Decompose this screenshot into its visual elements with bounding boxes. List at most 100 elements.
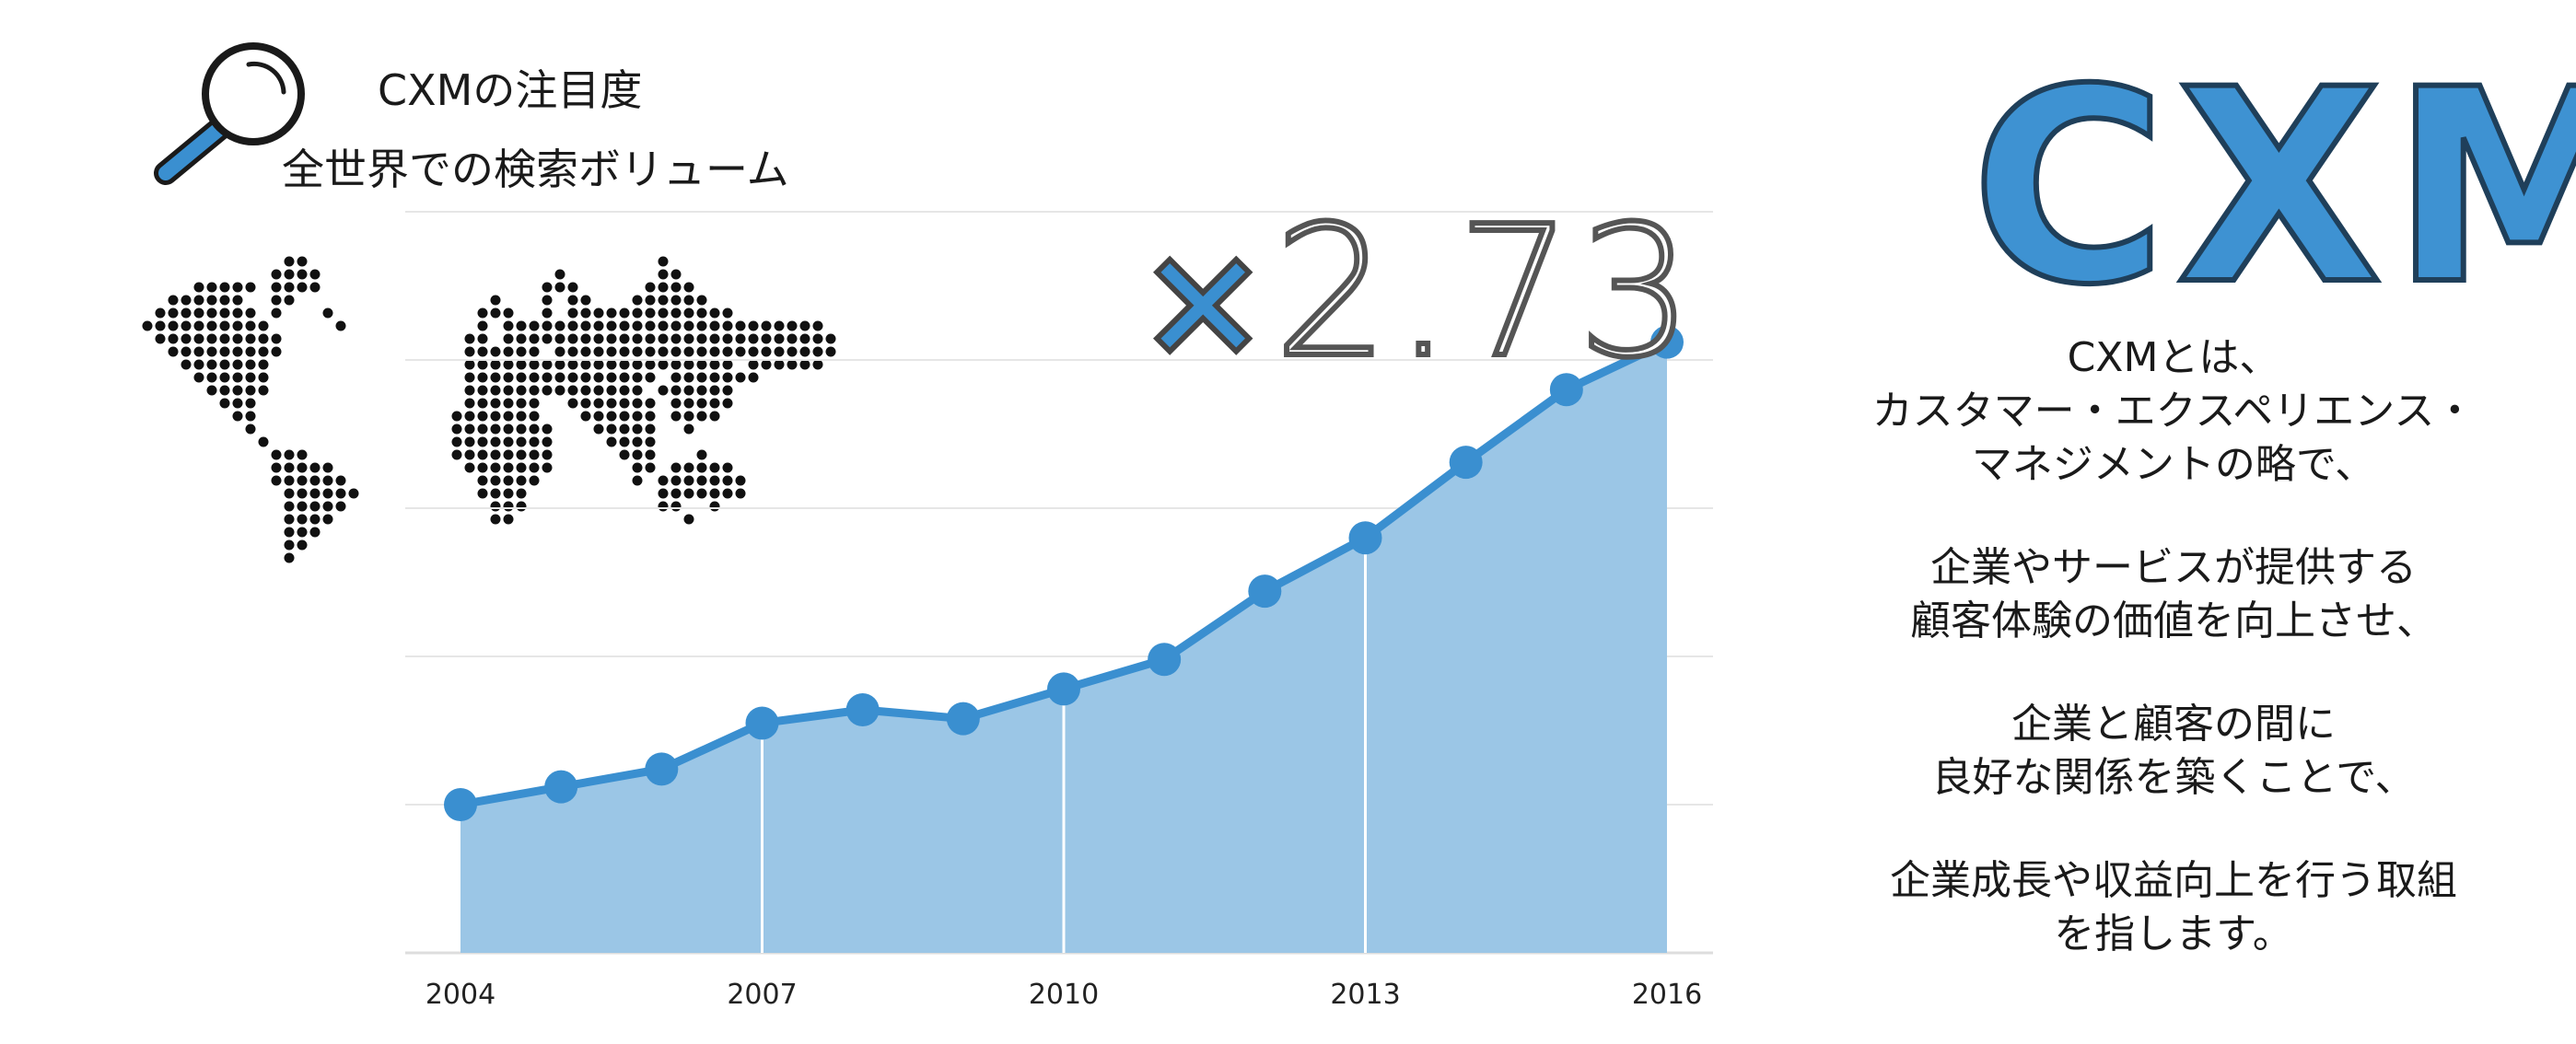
description-line: カスタマー・エクスペリエンス・ [1871, 388, 2476, 435]
map-dot [580, 372, 591, 383]
world-map-icon [142, 256, 836, 563]
map-dot [284, 501, 295, 512]
map-dot [503, 449, 514, 460]
map-dot [580, 398, 591, 409]
map-dot [503, 307, 514, 319]
map-dot [593, 359, 604, 370]
map-dot [567, 398, 578, 409]
map-dot [451, 423, 462, 435]
map-dot [554, 346, 565, 357]
map-dot [619, 411, 630, 422]
map-dot [761, 346, 772, 357]
map-dot [529, 449, 540, 460]
map-dot [193, 307, 204, 319]
map-dot [258, 320, 269, 331]
map-dot [812, 333, 823, 344]
map-dot [464, 462, 475, 473]
description-line: CXMとは、 [2067, 334, 2280, 381]
map-dot [606, 436, 617, 447]
map-dot [477, 359, 488, 370]
multiplier-value: 2.73 [1271, 188, 1698, 398]
map-dot [503, 372, 514, 383]
map-dot [670, 269, 682, 280]
map-dot [645, 333, 656, 344]
map-dot [297, 269, 308, 280]
map-dot [696, 307, 707, 319]
map-dot [670, 282, 682, 293]
map-dot [516, 372, 527, 383]
map-dot [645, 372, 656, 383]
map-dot [477, 346, 488, 357]
map-dot [748, 346, 759, 357]
map-dot [232, 307, 243, 319]
description-line: 顧客体験の価値を向上させ、 [1910, 597, 2437, 644]
map-dot [258, 372, 269, 383]
map-dot [722, 320, 733, 331]
map-dot [206, 295, 217, 306]
map-dot [658, 320, 669, 331]
map-dot [567, 333, 578, 344]
map-dot [490, 346, 501, 357]
map-dot [593, 411, 604, 422]
map-dot [245, 385, 256, 396]
description-paragraph: 企業やサービスが提供する 顧客体験の価値を向上させ、 [1805, 541, 2542, 648]
map-dot [464, 436, 475, 447]
map-dot [580, 385, 591, 396]
map-dot [812, 346, 823, 357]
map-dot [193, 333, 204, 344]
map-dot [683, 475, 694, 486]
map-dot [271, 269, 282, 280]
map-dot [206, 385, 217, 396]
map-dot [516, 320, 527, 331]
map-dot [722, 385, 733, 396]
map-dot [516, 488, 527, 499]
map-dot [658, 359, 669, 370]
map-dot [529, 320, 540, 331]
map-dot [825, 333, 836, 344]
map-dot [477, 411, 488, 422]
map-dot [464, 359, 475, 370]
description-line: 企業と顧客の間に [2011, 701, 2336, 748]
map-dot [271, 346, 282, 357]
map-dot [683, 398, 694, 409]
map-dot [516, 359, 527, 370]
data-point [1248, 574, 1282, 609]
map-dot [193, 359, 204, 370]
map-dot [271, 307, 282, 319]
map-dot [297, 514, 308, 525]
map-dot [206, 359, 217, 370]
map-dot [761, 333, 772, 344]
map-dot [284, 295, 295, 306]
map-dot [245, 411, 256, 422]
map-dot [206, 372, 217, 383]
map-dot [567, 295, 578, 306]
map-dot [709, 488, 720, 499]
map-dot [709, 359, 720, 370]
map-dot [258, 436, 269, 447]
map-dot [503, 462, 514, 473]
search-volume-chart: 2004 2007 2010 2013 2016 [405, 211, 1713, 1011]
map-dot [696, 475, 707, 486]
map-dot [645, 436, 656, 447]
map-dot [219, 333, 230, 344]
map-dot [516, 462, 527, 473]
map-dot [722, 346, 733, 357]
map-dot [658, 307, 669, 319]
map-dot [670, 475, 682, 486]
map-dot [696, 488, 707, 499]
map-dot [232, 398, 243, 409]
map-dot [658, 256, 669, 267]
map-dot [554, 359, 565, 370]
map-dot [722, 372, 733, 383]
map-dot [787, 333, 798, 344]
map-dot [580, 320, 591, 331]
map-dot [709, 475, 720, 486]
description-line: マネジメントの略で、 [1971, 441, 2376, 488]
map-dot [645, 411, 656, 422]
data-point [1047, 672, 1080, 706]
description-line: 企業やサービスが提供する [1930, 544, 2417, 591]
map-dot [232, 320, 243, 331]
map-dot [670, 346, 682, 357]
map-dot [709, 398, 720, 409]
map-dot [593, 372, 604, 383]
